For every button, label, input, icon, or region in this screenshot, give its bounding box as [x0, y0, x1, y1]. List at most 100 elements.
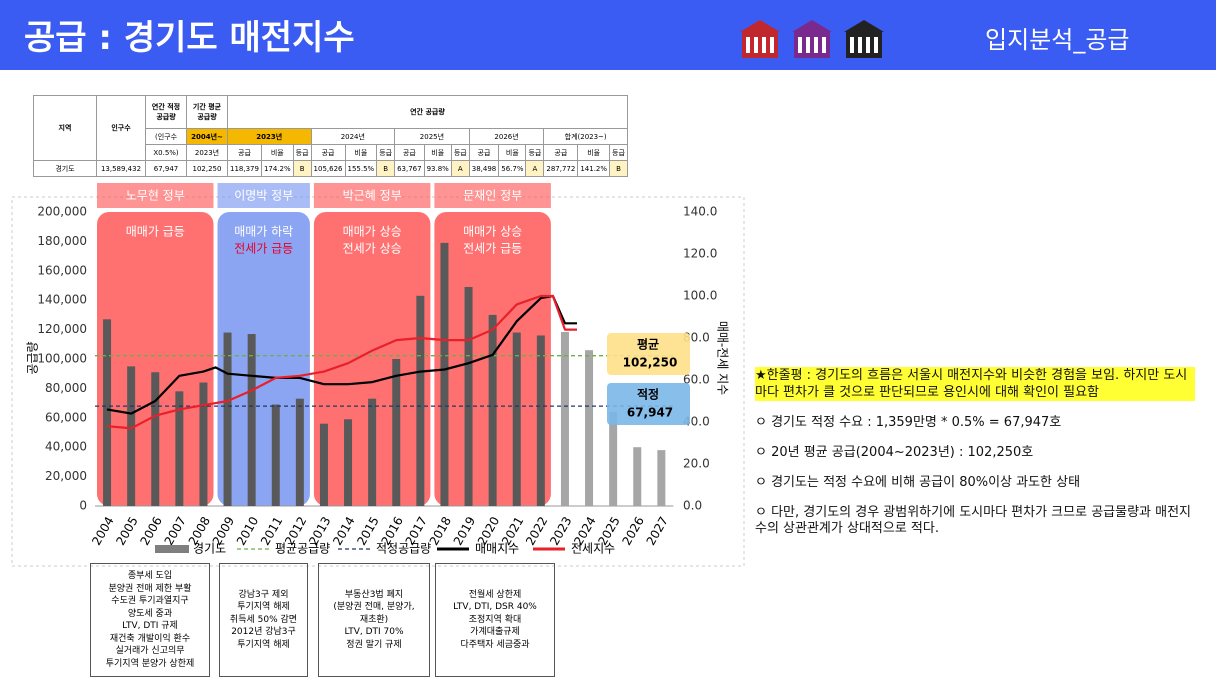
- period-label: 노무현 정부: [126, 189, 185, 203]
- table-cell: 2004년~: [186, 128, 228, 145]
- reference-label: 평균: [637, 338, 659, 352]
- bar: [440, 242, 449, 506]
- table-cell: 67,947: [145, 160, 187, 177]
- x-tick-label: 2006: [137, 514, 164, 547]
- table-cell: 지역: [33, 95, 97, 161]
- note-line: 투기지역 해제: [237, 602, 290, 613]
- note-line: 투기지역 분양가 상한제: [105, 658, 195, 669]
- summary-bullet: ㅇ 다만, 경기도의 경우 광범위하기에 도시마다 편차가 크므로 공급물량과 …: [755, 505, 1192, 536]
- bar: [319, 423, 328, 506]
- note-line: 재건축 개발이익 환수: [109, 633, 191, 644]
- reference-value: 67,947: [627, 406, 673, 420]
- policy-note: 부동산3법 폐지 (분양권 전매, 분양가, 재초환) LTV, DTI 70% 정권 …: [318, 563, 430, 677]
- period-header: [97, 183, 214, 208]
- reference-value: 102,250: [623, 356, 678, 370]
- table-cell: 102,250: [186, 160, 228, 177]
- highlight: ★한줄평 : 경기도의 흐름은 서울시 매전지수와 비슷한 경험을 보임. 하지…: [755, 367, 1195, 401]
- reference-box: [607, 383, 690, 425]
- bar: [368, 398, 377, 506]
- period-note: 전세가 급등: [463, 242, 522, 256]
- period-note: 전세가 급등: [234, 242, 293, 256]
- legend-swatch: [155, 545, 189, 553]
- x-tick-label: 2004: [89, 514, 116, 547]
- bar: [633, 447, 642, 506]
- y-tick-label: 20,000: [45, 469, 87, 483]
- y-tick-label: 140,000: [37, 293, 87, 307]
- table-cell: 등급: [450, 144, 470, 161]
- reference-box: [607, 333, 690, 375]
- table-row: (인구수 2004년~ 2023년 2024년 2025년 2026년 합계(2023~): [34, 128, 628, 145]
- page-title: 공급 : 경기도 매전지수: [24, 18, 355, 58]
- note-line: 투기지역 해제: [237, 639, 290, 650]
- y2-tick-label: 20.0: [683, 457, 710, 471]
- summary-bullet: ㅇ 20년 평균 공급(2004~2023년) : 102,250호: [755, 445, 1034, 460]
- note-line: 실거래가 신고의무: [115, 646, 185, 656]
- y2-tick-label: 100.0: [683, 289, 717, 303]
- table-cell: A: [450, 160, 470, 177]
- table-cell: 연간 적정 공급량: [145, 95, 187, 129]
- bar: [536, 335, 545, 506]
- header: 공급 : 경기도 매전지수 입지분석_공급: [0, 0, 1216, 70]
- note-line: 양도세 중과: [127, 608, 173, 619]
- bar: [488, 314, 497, 506]
- table-cell: 141.2%: [577, 160, 611, 177]
- table-row: 지역 인구수 연간 적정 공급량 기간 평균 공급량 연간 공급량: [33, 95, 628, 161]
- note-line: 수도권 투기과열지구: [111, 596, 189, 606]
- period-note: 매매가 상승: [463, 225, 522, 239]
- note-line: (분양권 전매, 분양가,: [333, 602, 415, 613]
- index-line: [106, 294, 577, 415]
- x-tick-label: 2022: [523, 514, 550, 547]
- icons: [740, 20, 884, 58]
- bar: [151, 372, 160, 506]
- table-cell: A: [525, 160, 545, 177]
- table-cell: 105,626: [310, 160, 346, 177]
- bar: [560, 331, 569, 506]
- period-band: [217, 212, 310, 506]
- x-tick-label: 2026: [619, 514, 646, 547]
- bar: [585, 350, 594, 506]
- legend-label: 경기도: [193, 542, 226, 556]
- note-line: 2012년 강남3구: [231, 627, 296, 638]
- y2-tick-label: 120.0: [683, 247, 717, 261]
- y2-tick-label: 0.0: [683, 499, 702, 513]
- note-line: 다주택자 세금중과: [460, 639, 530, 650]
- bar: [103, 319, 112, 506]
- bar: [416, 295, 425, 506]
- period-band: [313, 212, 431, 506]
- table-cell: 13,589,432: [96, 160, 146, 177]
- x-tick-label: 2010: [234, 514, 261, 547]
- summary: ★한줄평 : 경기도의 흐름은 서울시 매전지수와 비슷한 경험을 보임. 하지…: [755, 367, 1195, 537]
- period-header: [313, 183, 431, 208]
- note-line: 종부세 도입: [127, 571, 173, 581]
- note-line: 부동산3법 폐지: [344, 589, 404, 600]
- y-tick-label: 80,000: [45, 381, 87, 395]
- x-tick-label: 2007: [162, 514, 189, 547]
- note-line: 전월세 상한제: [468, 589, 522, 600]
- bar: [512, 332, 521, 506]
- period-band: [97, 212, 214, 506]
- table-cell: 38,498: [468, 160, 500, 177]
- legend-label: 평균공급량: [275, 542, 330, 556]
- table-cell: 기간 평균 공급량: [186, 95, 228, 129]
- bar: [175, 391, 184, 506]
- note-line: 강남3구 제외: [238, 589, 289, 600]
- y-tick-label: 100,000: [37, 352, 87, 366]
- summary-bullet: ㅇ 경기도 적정 수요 : 1,359만명 * 0.5% = 67,947호: [755, 415, 1062, 430]
- table-cell: 등급: [376, 144, 396, 161]
- note-line: 정권 말기 규제: [346, 639, 402, 650]
- note-line: 조정지역 확대: [468, 614, 522, 625]
- bar: [392, 359, 401, 506]
- policy-note: 강남3구 제외 투기지역 해제 취득세 50% 감면 2012년 강남3구 투기지역 해…: [219, 563, 308, 677]
- note-line: 재초환): [359, 614, 389, 625]
- bar: [199, 382, 208, 506]
- bar: [127, 366, 136, 506]
- legend-label: 적정공급량: [376, 542, 431, 556]
- bar: [271, 404, 280, 506]
- summary-bullet: ㅇ 경기도는 적정 수요에 비해 공급이 80%이상 과도한 상태: [755, 475, 1081, 490]
- y-tick-label: 160,000: [37, 263, 87, 277]
- table-cell: 56.7%: [498, 160, 527, 177]
- bar: [609, 411, 618, 506]
- reference-label: 적정: [637, 387, 659, 402]
